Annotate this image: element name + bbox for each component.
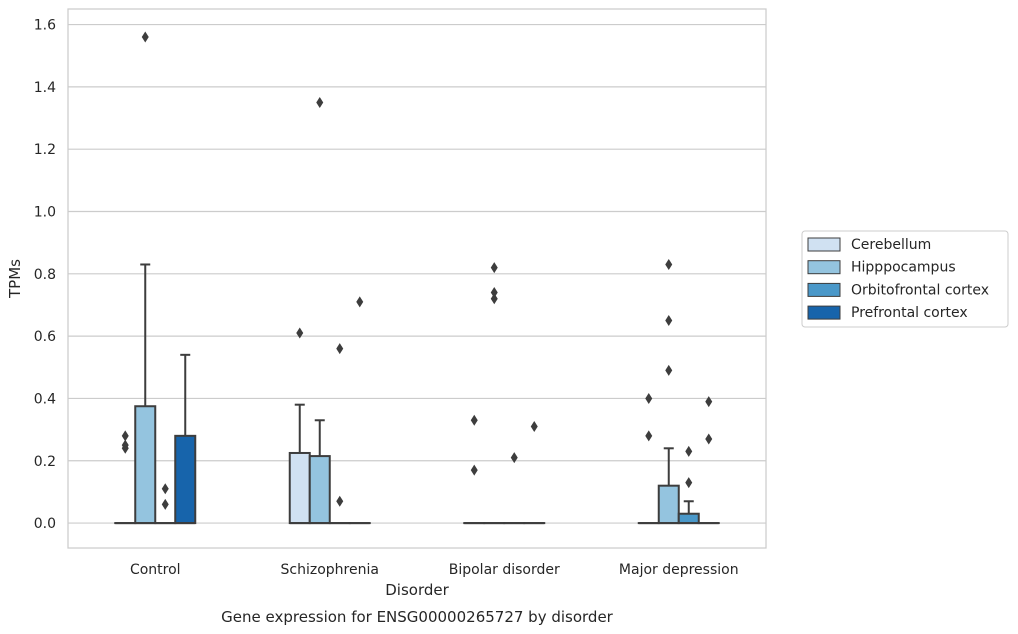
box-cerebellum: [288, 403, 311, 525]
chart-title: Gene expression for ENSG00000265727 by d…: [221, 608, 614, 626]
x-tick-label: Control: [130, 562, 181, 578]
outlier-point: [685, 445, 693, 457]
outlier-point: [685, 477, 693, 489]
boxes: [114, 263, 720, 525]
legend-label: Orbitofrontal cortex: [851, 282, 989, 298]
outliers: [121, 31, 713, 510]
outlier-point: [705, 396, 713, 408]
y-tick-label: 0.6: [34, 329, 56, 345]
box-body: [134, 405, 157, 525]
outlier-point: [141, 31, 149, 43]
y-tick-label: 1.6: [34, 18, 56, 34]
outlier-point: [161, 498, 169, 510]
box-body: [657, 484, 680, 525]
x-axis-ticks: Control Schizophrenia Bipolar disorder Majo…: [130, 562, 739, 578]
outlier-point: [705, 433, 713, 445]
legend-swatch: [807, 260, 841, 275]
outlier-point: [510, 452, 518, 464]
outlier-point: [645, 430, 653, 442]
box-body: [288, 451, 311, 525]
outlier-point: [645, 392, 653, 404]
box-hipppocampus: [308, 419, 331, 525]
box-prefrontal-cortex: [174, 353, 197, 525]
outlier-point: [665, 315, 673, 327]
outlier-point: [665, 258, 673, 270]
y-tick-label: 0.8: [34, 267, 56, 283]
outlier-point: [161, 483, 169, 495]
x-axis-label: Disorder: [385, 581, 449, 599]
box-hipppocampus: [134, 263, 157, 525]
y-tick-label: 0.4: [34, 391, 56, 407]
box-body: [677, 512, 700, 525]
outlier-point: [470, 464, 478, 476]
legend-label: Hipppocampus: [851, 260, 956, 276]
outlier-point: [665, 364, 673, 376]
gridlines: [68, 23, 766, 524]
legend-label: Cerebellum: [851, 237, 931, 253]
y-axis-ticks: 0.0 0.2 0.4 0.6 0.8 1.0 1.2 1.4 1.6: [34, 18, 56, 532]
y-tick-label: 1.2: [34, 142, 56, 158]
legend-frame: [801, 230, 1009, 328]
outlier-point: [490, 262, 498, 274]
outlier-point: [121, 439, 129, 451]
x-tick-label: Major depression: [619, 562, 739, 578]
box-orbitofrontal-cortex: [677, 500, 700, 525]
legend-swatch: [807, 305, 841, 320]
plot-area-frame: [67, 8, 767, 549]
legend-swatch: [807, 237, 841, 252]
outlier-point: [530, 420, 538, 432]
legend-swatch: [807, 282, 841, 297]
x-tick-label: Bipolar disorder: [449, 562, 560, 578]
legend: Cerebellum Hipppocampus Orbitofrontal cort…: [801, 230, 1009, 328]
y-tick-label: 0.0: [34, 516, 56, 532]
outlier-point: [490, 287, 498, 299]
box-hipppocampus: [657, 447, 680, 525]
outlier-point: [356, 296, 364, 308]
y-tick-label: 1.0: [34, 205, 56, 221]
outlier-point: [490, 293, 498, 305]
y-tick-label: 1.4: [34, 80, 56, 96]
legend-label: Prefrontal cortex: [851, 305, 968, 321]
y-tick-label: 0.2: [34, 454, 56, 470]
outlier-point: [336, 343, 344, 355]
outlier-point: [296, 327, 304, 339]
y-axis-label: TPMs: [6, 259, 24, 299]
outlier-point: [316, 96, 324, 108]
outlier-point: [336, 495, 344, 507]
box-body: [174, 434, 197, 525]
outlier-point: [470, 414, 478, 426]
x-tick-label: Schizophrenia: [281, 562, 379, 578]
box-body: [308, 455, 331, 525]
outlier-point: [121, 430, 129, 442]
